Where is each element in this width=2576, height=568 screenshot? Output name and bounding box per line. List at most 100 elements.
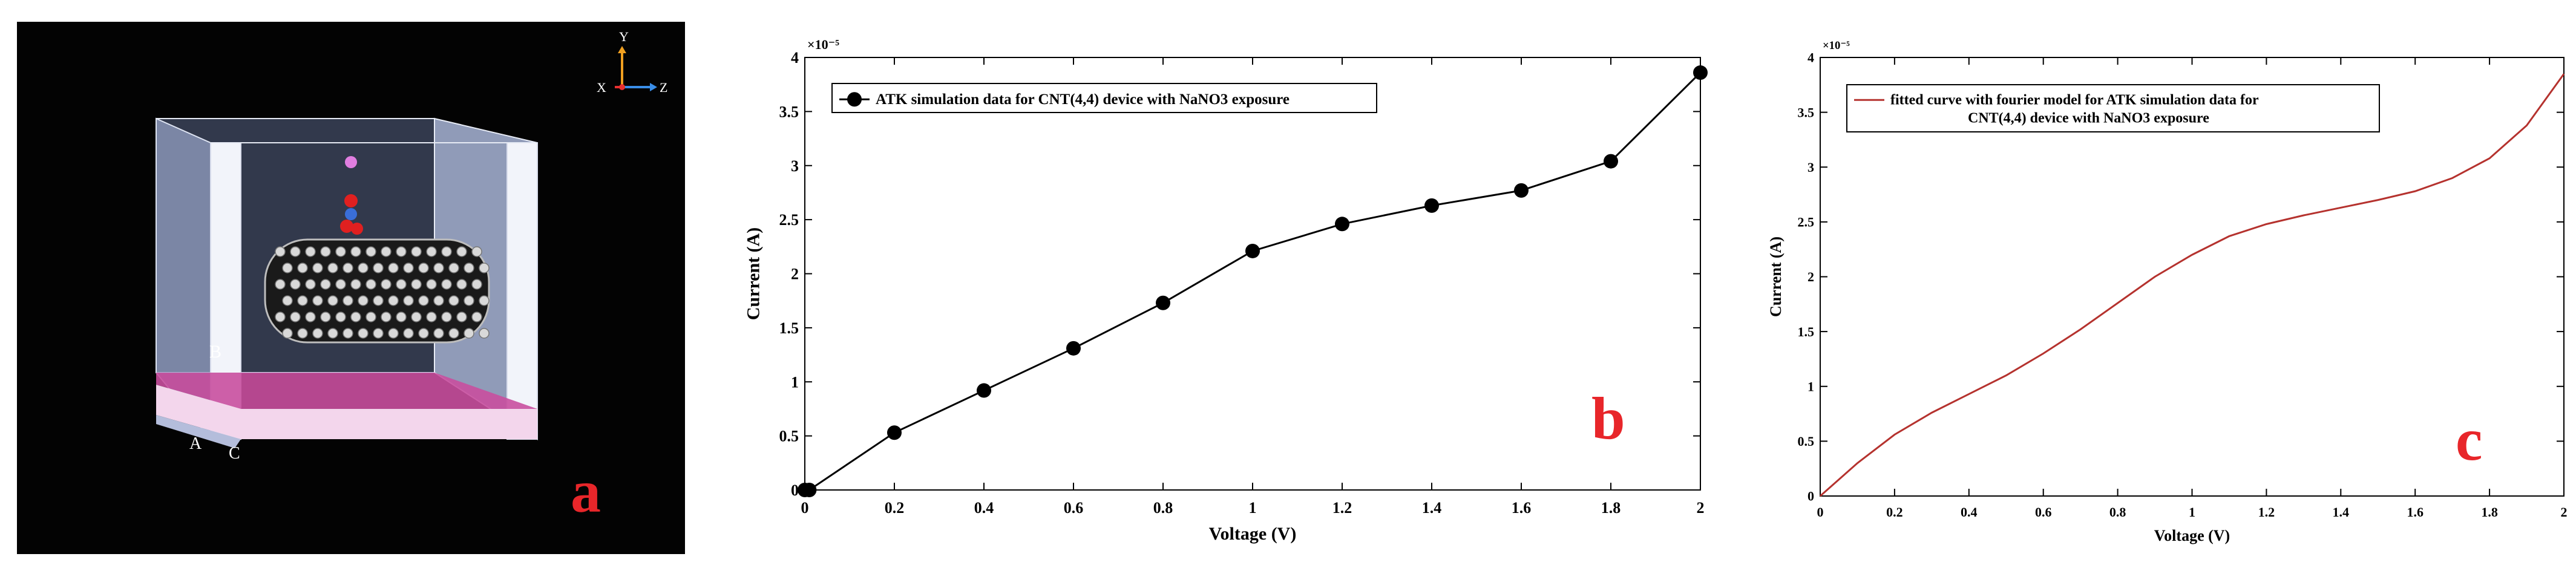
carbon-atom bbox=[350, 312, 361, 322]
carbon-atom bbox=[441, 312, 452, 322]
y-tick-label: 4 bbox=[791, 49, 799, 67]
x-tick-label: 0 bbox=[801, 499, 809, 517]
nano3-molecule bbox=[340, 156, 363, 235]
carbon-atom bbox=[275, 312, 286, 322]
x-tick-label: 0.4 bbox=[1961, 504, 1978, 520]
legend: ATK simulation data for CNT(4,4) device … bbox=[831, 83, 1377, 113]
x-tick-label: 0.2 bbox=[885, 499, 905, 517]
carbon-atom bbox=[396, 312, 407, 322]
carbon-atom bbox=[312, 328, 323, 339]
y-tick-label: 1.5 bbox=[1798, 324, 1815, 339]
carbon-atom bbox=[464, 295, 474, 306]
axis-label-y: Y bbox=[619, 29, 629, 44]
data-point bbox=[977, 383, 991, 398]
x-tick-label: 1.2 bbox=[2258, 504, 2275, 520]
carbon-atom bbox=[464, 263, 474, 273]
carbon-atom bbox=[411, 312, 422, 322]
x-tick-label: 1 bbox=[1249, 499, 1257, 517]
carbon-atom bbox=[388, 328, 399, 339]
carbon-atom bbox=[441, 279, 452, 290]
carbon-atom bbox=[373, 263, 384, 273]
legend-marker bbox=[847, 92, 862, 107]
x-tick-label: 1.4 bbox=[1422, 499, 1442, 517]
carbon-atom bbox=[441, 246, 452, 257]
carbon-atom bbox=[327, 328, 338, 339]
y-tick-label: 2 bbox=[1807, 269, 1814, 284]
data-point bbox=[1156, 295, 1170, 310]
y-tick-label: 2 bbox=[791, 266, 799, 283]
legend-label: fitted curve with fourier model for ATK … bbox=[1890, 92, 2259, 108]
x-axis-label: Voltage (V) bbox=[2154, 527, 2230, 544]
plot-area-b: 0 0.2 0.4 0.6 0.8 1 1.2 1.4 1.6 1.8 2 0 0.5 1 1.5 2 2.5 3… bbox=[743, 37, 1708, 544]
carbon-atom bbox=[275, 246, 286, 257]
carbon-atom bbox=[426, 279, 437, 290]
carbon-atom bbox=[381, 312, 392, 322]
carbon-atom bbox=[403, 263, 414, 273]
carbon-atom bbox=[471, 279, 482, 290]
x-axis-label: Voltage (V) bbox=[1209, 524, 1297, 544]
y-tick-label: 3 bbox=[791, 157, 799, 175]
carbon-atom bbox=[290, 246, 301, 257]
carbon-atom bbox=[411, 246, 422, 257]
panel-label: b bbox=[1591, 385, 1625, 452]
carbon-atom bbox=[456, 312, 467, 322]
data-point bbox=[1245, 243, 1260, 258]
carbon-atom bbox=[433, 263, 444, 273]
x-tick-label: 1.6 bbox=[2407, 504, 2424, 520]
x-tick-label: 0.4 bbox=[974, 499, 994, 517]
axis-label-z: Z bbox=[660, 80, 667, 95]
data-point bbox=[1604, 154, 1618, 169]
data-point bbox=[1514, 183, 1529, 198]
carbon-atom bbox=[426, 312, 437, 322]
carbon-atom bbox=[433, 295, 444, 306]
x-tick-label: 1 bbox=[2189, 504, 2195, 520]
carbon-atom bbox=[396, 279, 407, 290]
chart-c: 0 0.2 0.4 0.6 0.8 1 1.2 1.4 1.6 1.8 2 0 0.5 1 1.5 2 2.5 3… bbox=[1767, 39, 2568, 544]
y-exponent-label: ×10⁻⁵ bbox=[807, 37, 839, 52]
carbon-atom bbox=[335, 312, 346, 322]
y-tick-label: 0 bbox=[791, 481, 799, 499]
carbon-atom bbox=[388, 263, 399, 273]
carbon-atom bbox=[282, 328, 293, 339]
carbon-atom bbox=[418, 295, 429, 306]
carbon-atom bbox=[275, 279, 286, 290]
x-tick-label: 0.2 bbox=[1886, 504, 1903, 520]
series-line bbox=[1820, 73, 2565, 497]
carbon-atom bbox=[479, 295, 490, 306]
carbon-atom bbox=[350, 279, 361, 290]
x-tick-label: 1.2 bbox=[1332, 499, 1352, 517]
carbon-atom bbox=[282, 295, 293, 306]
carbon-atom bbox=[388, 295, 399, 306]
carbon-atom bbox=[312, 295, 323, 306]
carbon-atom bbox=[373, 295, 384, 306]
y-tick-label: 3.5 bbox=[1798, 105, 1815, 120]
carbon-atom bbox=[396, 246, 407, 257]
y-tick-label: 1.5 bbox=[779, 319, 799, 337]
y-tick-label: 2.5 bbox=[779, 211, 799, 229]
carbon-atom bbox=[327, 263, 338, 273]
carbon-atom bbox=[433, 328, 444, 339]
carbon-atom bbox=[282, 263, 293, 273]
data-point bbox=[802, 483, 817, 497]
carbon-atom bbox=[320, 312, 331, 322]
x-tick-label: 0 bbox=[1817, 504, 1824, 520]
carbon-atom bbox=[305, 312, 316, 322]
carbon-atom bbox=[297, 295, 308, 306]
carbon-atom bbox=[456, 246, 467, 257]
x-tick-label: 1.4 bbox=[2333, 504, 2350, 520]
y-axis-label: Current (A) bbox=[1767, 237, 1785, 317]
carbon-atom bbox=[426, 246, 437, 257]
carbon-atom bbox=[342, 263, 353, 273]
region-label-a: A bbox=[189, 434, 202, 453]
carbon-atom bbox=[365, 246, 376, 257]
x-tick-label: 0.8 bbox=[2109, 504, 2126, 520]
carbon-atom bbox=[479, 263, 490, 273]
carbon-atom bbox=[297, 328, 308, 339]
carbon-atom bbox=[320, 246, 331, 257]
carbon-atom bbox=[418, 328, 429, 339]
data-point bbox=[1335, 217, 1349, 232]
coordinate-axes-icon: Y X Z bbox=[597, 29, 667, 95]
x-tick-label: 2 bbox=[2561, 504, 2568, 520]
y-tick-label: 2.5 bbox=[1798, 215, 1815, 230]
carbon-atom bbox=[479, 328, 490, 339]
